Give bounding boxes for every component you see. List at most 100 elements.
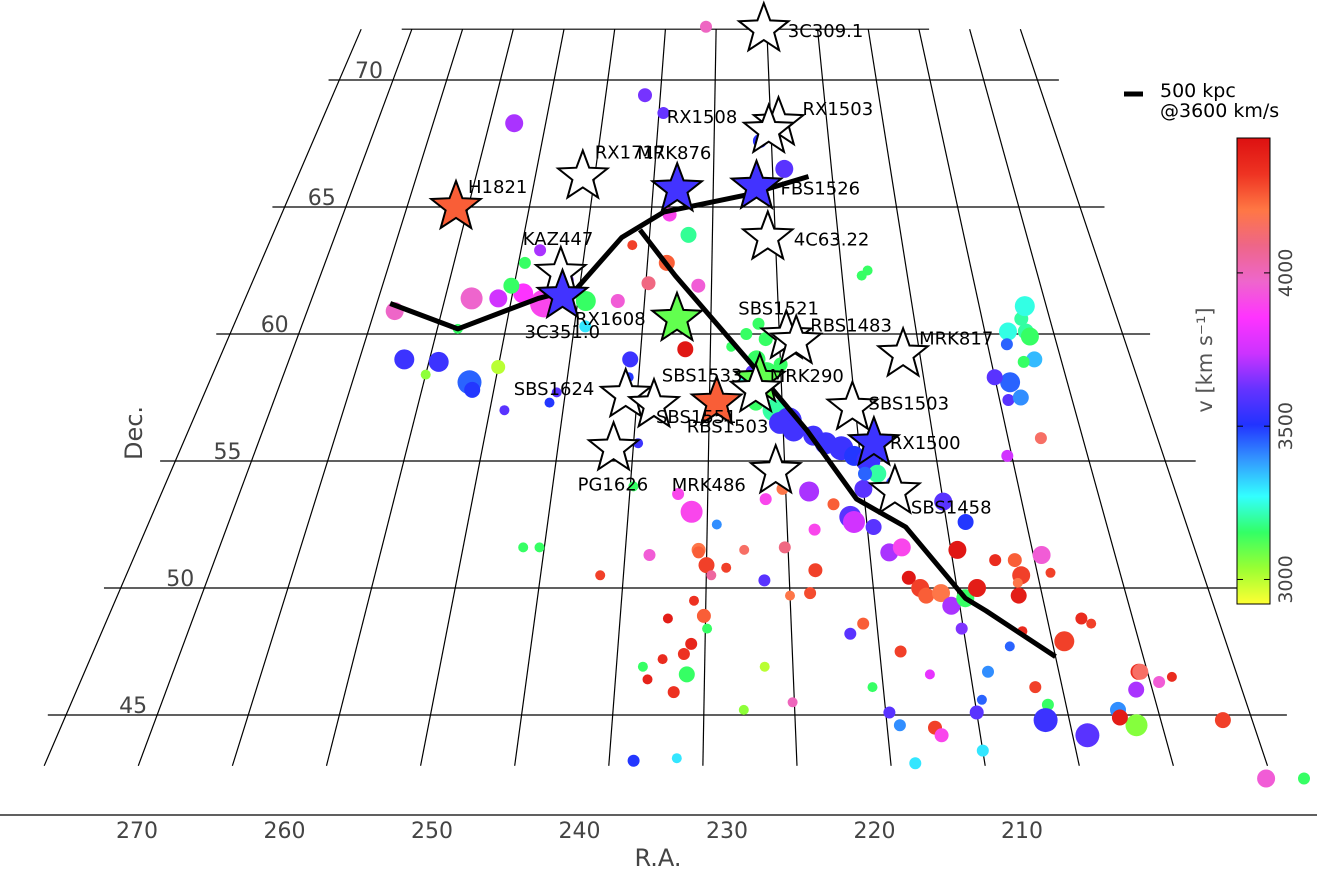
- x-axis-title: R.A.: [634, 844, 681, 871]
- galaxy-point: [696, 608, 711, 623]
- legend-velocity-text: @3600 km/s: [1160, 100, 1279, 122]
- galaxy-star-marker: [649, 289, 705, 343]
- galaxy-point: [1132, 663, 1149, 680]
- legend: 500 kpc@3600 km/s: [1124, 80, 1279, 122]
- galaxy-point: [854, 479, 873, 498]
- galaxy-point: [677, 341, 694, 358]
- galaxy-point: [738, 704, 749, 715]
- galaxy-point: [1012, 389, 1029, 406]
- galaxy-point: [948, 540, 967, 559]
- galaxy-name-label: RX1717: [595, 143, 666, 164]
- galaxy-point: [643, 549, 656, 561]
- galaxy-point: [976, 744, 989, 757]
- galaxy-point: [491, 360, 506, 374]
- galaxy-point: [575, 291, 596, 311]
- galaxy-point: [865, 519, 882, 535]
- galaxy-point: [544, 397, 555, 408]
- galaxy-point: [657, 107, 670, 119]
- galaxy-point: [680, 226, 697, 243]
- filament-line-north: [389, 174, 810, 332]
- galaxy-point: [759, 493, 772, 506]
- galaxy-point: [1125, 714, 1148, 737]
- ra-gridline: [419, 29, 565, 766]
- galaxy-point: [1029, 681, 1042, 694]
- galaxy-point: [827, 498, 840, 511]
- ra-gridline: [137, 28, 413, 767]
- galaxy-point: [672, 488, 685, 500]
- galaxy-point: [932, 584, 950, 603]
- galaxy-point: [627, 754, 640, 767]
- galaxy-name-label: MRK817: [919, 328, 993, 349]
- galaxy-point: [657, 654, 668, 665]
- galaxy-name-label: SBS1521: [738, 299, 819, 320]
- galaxy-name-label: SBS1624: [514, 379, 595, 400]
- galaxy-point: [489, 289, 508, 308]
- ra-gridline: [969, 29, 1174, 766]
- galaxy-name-label: RX1503: [803, 99, 874, 120]
- galaxy-point: [692, 546, 705, 559]
- colorbar-title: v [km s⁻¹]: [1193, 307, 1217, 412]
- galaxy-point: [1012, 577, 1023, 588]
- ra-gridline: [514, 29, 616, 766]
- galaxy-point: [968, 579, 986, 597]
- galaxy-point: [518, 256, 531, 269]
- galaxy-point: [1041, 698, 1054, 711]
- galaxy-point: [1017, 355, 1030, 368]
- galaxy-star-marker: [649, 160, 705, 213]
- galaxy-point: [942, 596, 961, 615]
- filament-lines: [389, 174, 1057, 659]
- galaxy-point: [785, 590, 795, 601]
- galaxy-point: [534, 542, 545, 553]
- galaxy-point: [1002, 394, 1015, 406]
- galaxy-point: [986, 369, 1003, 386]
- galaxy-point: [752, 317, 765, 330]
- galaxy-star-marker: [728, 361, 784, 414]
- galaxy-point: [1153, 676, 1166, 688]
- y-tick-label: 55: [214, 440, 242, 465]
- galaxy-point: [1007, 553, 1022, 568]
- galaxy-point: [808, 523, 821, 536]
- colorbar-tick-label: 3500: [1275, 402, 1297, 450]
- galaxy-point: [955, 622, 968, 635]
- galaxy-star-marker: [748, 442, 804, 495]
- galaxy-point: [641, 276, 656, 291]
- galaxy-point: [893, 719, 906, 732]
- galaxy-point: [787, 697, 798, 708]
- y-tick-label: 45: [119, 694, 147, 719]
- galaxy-point: [868, 464, 887, 483]
- galaxy-name-label: RX1500: [890, 433, 961, 454]
- galaxy-point: [775, 159, 794, 178]
- galaxy-point: [1010, 587, 1027, 604]
- colorbar-tick-label: 3000: [1275, 555, 1297, 603]
- y-tick-label: 65: [308, 186, 336, 211]
- galaxy-point: [1034, 432, 1047, 445]
- galaxy-point: [428, 351, 449, 372]
- galaxy-point: [460, 287, 483, 310]
- galaxy-point: [551, 387, 562, 398]
- y-axis-title: Dec.: [120, 406, 148, 460]
- x-tick-label: 270: [116, 819, 158, 844]
- galaxy-name-label: RBS1483: [810, 316, 892, 337]
- galaxy-point: [662, 613, 673, 624]
- galaxy-star-marker: [741, 101, 797, 155]
- galaxy-point: [1075, 723, 1100, 748]
- x-tick-label: 240: [559, 819, 601, 844]
- galaxy-name-label: RBS1503: [687, 417, 769, 438]
- galaxy-point: [691, 278, 706, 293]
- galaxy-point: [499, 405, 510, 416]
- galaxy-point: [702, 623, 713, 634]
- y-tick-label: 60: [261, 313, 289, 338]
- galaxy-name-label: SBS1503: [868, 394, 949, 415]
- galaxy-name-label: MRK486: [672, 475, 746, 496]
- galaxy-point: [642, 674, 653, 685]
- galaxy-point: [420, 369, 431, 380]
- x-tick-label: 220: [854, 819, 896, 844]
- galaxy-point: [740, 328, 753, 340]
- galaxy-point: [1020, 327, 1039, 346]
- galaxy-star-marker: [555, 147, 611, 200]
- galaxy-point: [1054, 631, 1075, 652]
- galaxy-point: [464, 381, 481, 398]
- galaxy-point: [856, 270, 867, 281]
- galaxy-point: [957, 514, 974, 530]
